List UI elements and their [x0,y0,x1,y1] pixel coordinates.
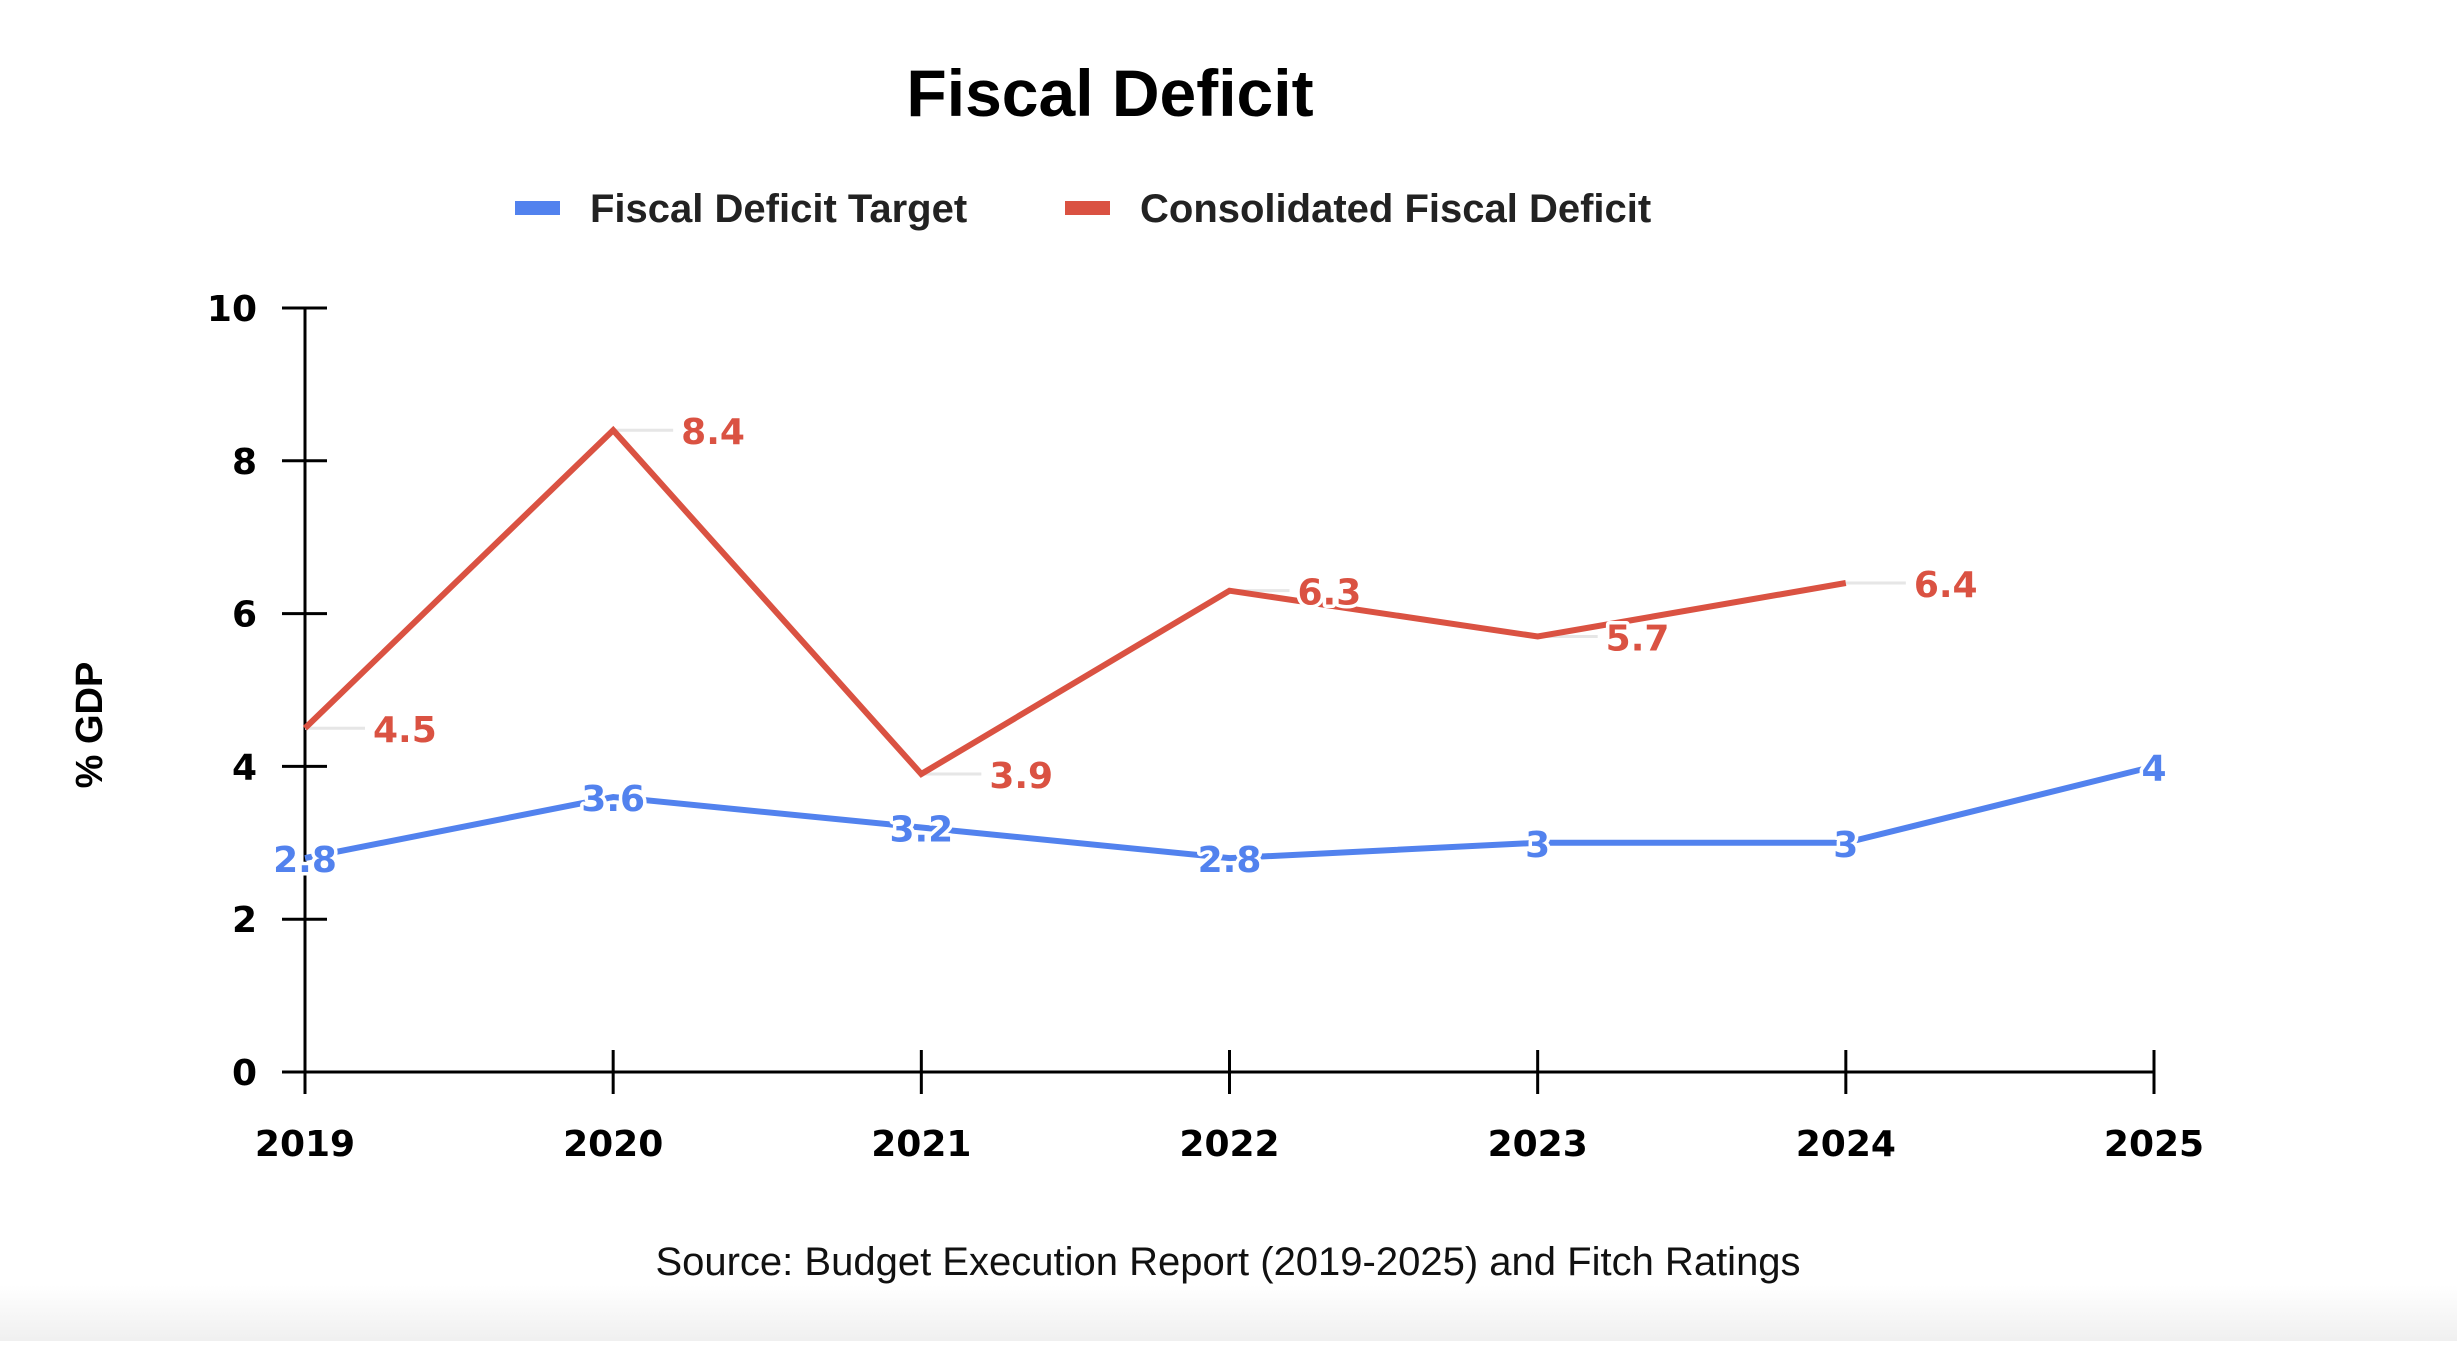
x-tick-label: 2023 [1488,1124,1588,1165]
data-label-consolidated: 6.4 [1914,565,1978,606]
legend-label: Fiscal Deficit Target [590,187,967,231]
data-label-target: 3 [1833,825,1858,866]
y-tick-label: 10 [207,289,257,330]
legend: Fiscal Deficit Target Consolidated Fiscal… [515,187,1651,231]
legend-swatch-target [515,201,560,215]
data-label-consolidated: 8.4 [681,412,745,453]
y-axis-title: % GDP [69,662,111,789]
legend-swatch-consolidated [1065,201,1110,215]
data-label-consolidated: 5.7 [1606,619,1670,660]
series-line-target [304,763,2155,862]
y-tick-label: 6 [232,595,257,636]
series-lines [302,425,2155,862]
y-tick-label: 0 [232,1053,257,1094]
x-tick-label: 2019 [255,1124,355,1165]
legend-item: Fiscal Deficit Target [515,187,967,231]
x-tick-label: 2024 [1796,1124,1896,1165]
x-tick-label: 2021 [871,1124,971,1165]
axes: 0 2 4 6 8 10 2019 2020 2021 2022 2023 2024 2025 [207,289,2204,1165]
x-tick-label: 2020 [563,1124,663,1165]
data-labels: 2.8 3.6 3.2 2.8 3 3 4 4.5 8.4 3.9 6.3 5.7 6.4 [270,409,2170,885]
legend-label: Consolidated Fiscal Deficit [1140,187,1651,231]
y-tick-label: 4 [232,747,257,788]
data-label-target: 2.8 [273,840,337,881]
data-label-target: 3.2 [889,810,953,851]
legend-item: Consolidated Fiscal Deficit [1065,187,1651,231]
y-tick-label: 8 [232,442,257,483]
y-tick-label: 2 [232,900,257,941]
data-label-consolidated: 6.3 [1298,573,1362,614]
data-label-consolidated: 4.5 [373,710,437,751]
data-label-consolidated: 3.9 [989,756,1053,797]
data-label-target: 3.6 [581,779,645,820]
source-note: Source: Budget Execution Report (2019-20… [655,1240,1800,1284]
data-label-target: 2.8 [1198,840,1262,881]
x-tick-label: 2022 [1179,1124,1279,1165]
data-label-target: 3 [1525,825,1550,866]
data-label-target: 4 [2141,748,2166,789]
leader-lines [305,428,1906,776]
chart-title: Fiscal Deficit [906,56,1313,130]
series-line-consolidated [302,425,1847,778]
x-tick-label: 2025 [2104,1124,2204,1165]
